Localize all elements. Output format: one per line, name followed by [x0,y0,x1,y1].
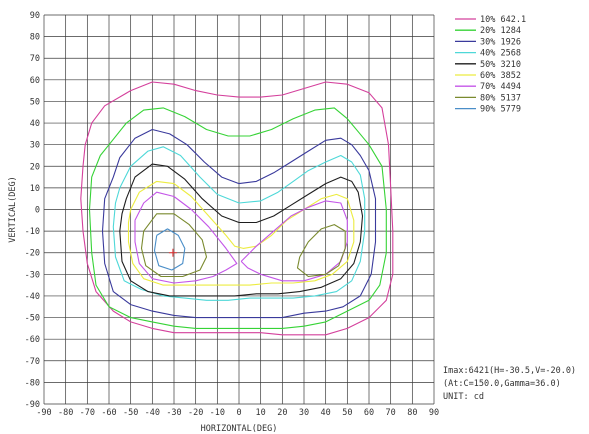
x-tick-label: 0 [236,408,241,418]
x-tick-label: 70 [386,408,396,418]
x-tick-label: -30 [166,408,181,418]
axis-ticks: -90 -80 -70 -60 -50 -40 -30 -20 -10 0 10 20 30 40 50 60… [25,11,439,418]
legend-entry: 50% 3210 [480,60,521,70]
contour-line [112,146,366,301]
contour-line [80,81,394,336]
x-tick-label: -90 [36,408,51,418]
x-tick-label: 50 [342,408,352,418]
y-tick-label: -30 [25,270,40,280]
measurement-info: (At:C=150.0,Gamma=36.0) [443,379,561,389]
legend-entry: 80% 5137 [480,93,521,103]
x-tick-label: 80 [407,408,417,418]
y-tick-label: 50 [30,97,40,107]
x-tick-label: -40 [145,408,160,418]
x-tick-label: -10 [210,408,225,418]
y-tick-label: 80 [30,33,40,43]
y-tick-label: 0 [35,206,40,216]
y-tick-label: 90 [30,11,40,21]
x-tick-label: -20 [188,408,203,418]
contour-line [296,224,346,278]
y-tick-label: 10 [30,184,40,194]
contour-line [153,228,186,271]
y-tick-label: 40 [30,119,40,129]
x-tick-label: 90 [429,408,439,418]
x-tick-label: 30 [299,408,309,418]
y-tick-label: -80 [25,378,40,388]
unit-info: UNIT: cd [443,392,484,402]
legend-entry: 20% 1284 [480,26,521,36]
y-tick-label: -10 [25,227,40,237]
imax-info: Imax:6421(H=-30.5,V=-20.0) [443,366,577,376]
contour-line [240,200,348,282]
y-tick-label: -60 [25,335,40,345]
y-tick-label: 20 [30,162,40,172]
y-axis-label: VERTICAL(DEG) [8,176,18,243]
legend-entry: 30% 1926 [480,37,521,47]
contour-line [127,180,355,286]
contour-line [140,213,208,278]
x-tick-label: -70 [80,408,95,418]
legend-entry: 40% 2568 [480,49,521,59]
contour-line [119,163,364,297]
contour-line [101,128,377,319]
y-tick-label: -20 [25,249,40,259]
legend-entry: 90% 5779 [480,105,521,115]
x-tick-label: 40 [321,408,331,418]
y-tick-label: -70 [25,357,40,367]
y-tick-label: -90 [25,400,40,410]
y-tick-label: 60 [30,76,40,86]
x-tick-label: -60 [101,408,116,418]
legend-entry: 70% 4494 [480,82,521,92]
legend-entry: 60% 3852 [480,71,521,81]
x-tick-label: -80 [58,408,73,418]
x-tick-label: 20 [277,408,287,418]
y-tick-label: 30 [30,141,40,151]
legend-entry: 10% 642.1 [480,15,526,25]
x-tick-label: 60 [364,408,374,418]
x-tick-label: 10 [256,408,266,418]
contour-line [88,107,387,329]
contour-series [80,81,394,336]
x-axis-label: HORIZONTAL(DEG) [201,424,278,434]
y-tick-label: -50 [25,314,40,324]
x-tick-label: -50 [123,408,138,418]
contour-line [134,191,238,284]
y-tick-label: 70 [30,54,40,64]
y-tick-label: -40 [25,292,40,302]
